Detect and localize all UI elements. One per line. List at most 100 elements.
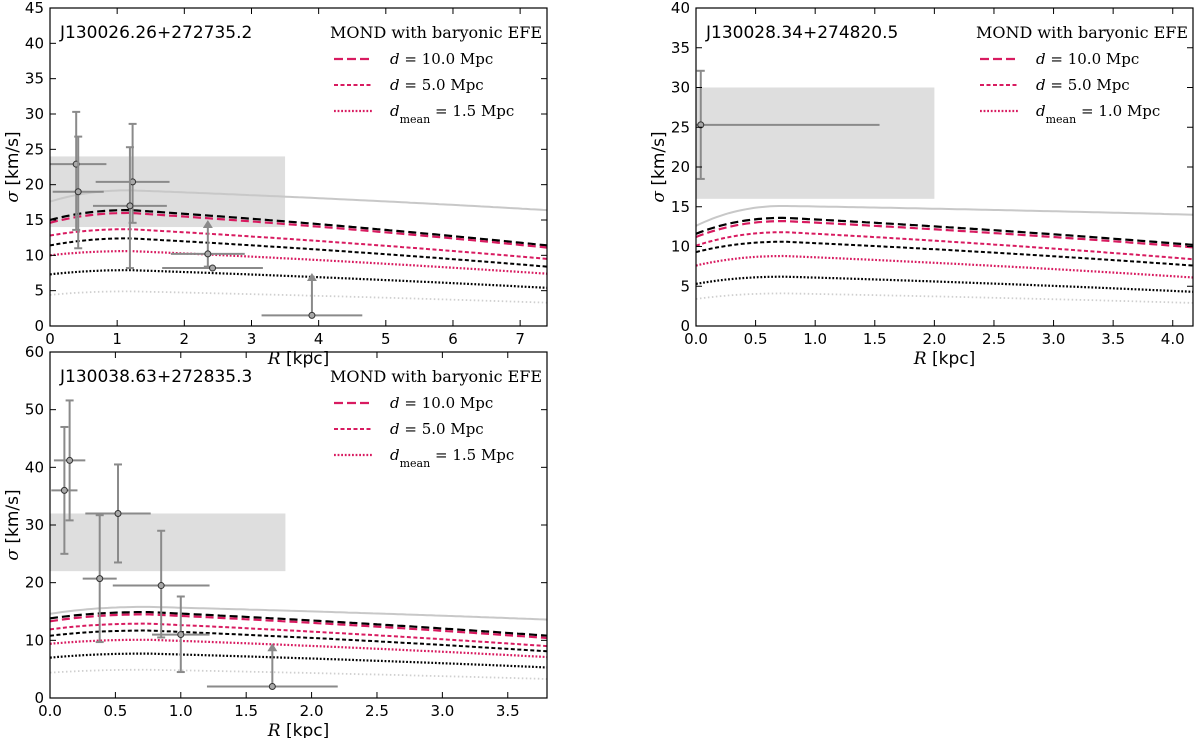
x-tick-label: 1.0 <box>803 330 827 348</box>
point-marker <box>204 250 212 258</box>
legend-subscript: mean <box>400 457 431 470</box>
data-point-2 <box>51 425 78 555</box>
point-marker <box>114 509 122 517</box>
curve-grey <box>696 205 1193 227</box>
curve-black-short <box>696 240 1193 267</box>
plot-area <box>696 69 1193 304</box>
data-point-4 <box>82 514 117 644</box>
legend-equals: = <box>430 446 452 464</box>
legend-equals: = <box>1076 102 1098 120</box>
x-axis-label: R [kpc] <box>913 349 975 369</box>
data-point-1 <box>696 69 880 180</box>
legend-distance: 10.0 <box>422 394 455 412</box>
point-marker <box>177 631 185 639</box>
x-tick-label: 3.0 <box>1042 330 1066 348</box>
legend-equals: = <box>400 420 422 438</box>
curve-black-short <box>50 629 547 653</box>
y-tick-label: 0 <box>34 689 44 707</box>
x-tick-label: 2.0 <box>300 702 324 720</box>
x-axis-unit: [kpc] <box>286 349 329 369</box>
point-marker <box>66 456 74 464</box>
point-marker <box>308 311 316 319</box>
legend-unit: Mpc <box>1122 102 1160 120</box>
y-tick-label: 20 <box>25 574 44 592</box>
legend-unit: Mpc <box>455 50 493 68</box>
legend-symbol: d <box>390 420 400 438</box>
chart-panel-3: 0.0 0.5 1.0 1.5 2.0 2.5 3.0 3.5 0 10 20 30 40 50 60 R [… <box>3 343 548 738</box>
legend-symbol: d <box>390 76 400 94</box>
limit-arrow-head <box>267 643 278 652</box>
x-tick-label: 2 <box>180 330 190 348</box>
y-tick-label: 30 <box>671 79 690 97</box>
x-tick-label: 0.5 <box>103 702 127 720</box>
legend-title: MOND with baryonic EFE <box>330 367 542 386</box>
y-tick-label: 45 <box>25 0 44 17</box>
legend-symbol: d <box>1036 50 1046 68</box>
legend-entry-1: d = 10.0 Mpc <box>1036 50 1139 68</box>
chart-title: J130028.34+274820.5 <box>705 23 898 43</box>
legend-entry-3: dmean = 1.5 Mpc <box>390 446 514 470</box>
x-tick-label: 1.5 <box>863 330 887 348</box>
x-tick-label: 1 <box>112 330 122 348</box>
x-tick-label: 3 <box>247 330 257 348</box>
legend-distance: 10.0 <box>422 50 455 68</box>
legend-title: MOND with baryonic EFE <box>330 23 542 42</box>
legend-entry-2: d = 5.0 Mpc <box>390 420 484 438</box>
x-axis-unit: [kpc] <box>932 349 975 369</box>
x-axis-symbol: R <box>913 349 927 369</box>
limit-arrow-head <box>306 273 317 281</box>
x-tick-label: 0.0 <box>684 330 708 348</box>
legend-unit: Mpc <box>446 76 484 94</box>
data-point-7 <box>261 273 363 319</box>
shaded-region <box>696 87 935 199</box>
curve-pink-dotted <box>50 638 547 659</box>
legend-distance: 1.0 <box>1098 102 1122 120</box>
legend-entry-2: d = 5.0 Mpc <box>390 76 484 94</box>
point-marker <box>74 188 82 196</box>
y-tick-label: 35 <box>671 39 690 57</box>
y-tick-label: 20 <box>671 158 690 176</box>
y-tick-label: 30 <box>25 516 44 534</box>
x-tick-label: 1.0 <box>169 702 193 720</box>
legend-equals: = <box>1046 50 1068 68</box>
y-tick-label: 40 <box>671 0 690 17</box>
y-tick-label: 5 <box>680 277 690 295</box>
legend-entry-1: d = 10.0 Mpc <box>390 394 493 412</box>
x-tick-label: 3.5 <box>496 702 520 720</box>
x-tick-label: 2.5 <box>365 702 389 720</box>
x-tick-label: 7 <box>515 330 525 348</box>
legend-symbol: d <box>390 394 400 412</box>
curve-black-short <box>50 237 547 268</box>
curve-pink-short <box>50 228 547 260</box>
limit-arrow-head <box>202 220 213 228</box>
legend-unit: Mpc <box>1092 76 1130 94</box>
x-tick-label: 2.0 <box>922 330 946 348</box>
legend-title: MOND with baryonic EFE <box>976 23 1188 42</box>
legend-distance: 1.5 <box>452 102 476 120</box>
legend-symbol: d <box>390 446 400 464</box>
x-axis-label: R [kpc] <box>267 721 329 738</box>
legend-distance: 1.5 <box>452 446 476 464</box>
legend-subscript: mean <box>400 113 431 126</box>
axes-frame <box>49 7 548 327</box>
y-axis-symbol: σ <box>3 191 23 203</box>
y-tick-label: 10 <box>25 246 44 264</box>
x-axis-unit: [kpc] <box>286 721 329 738</box>
curve-black-dotted <box>50 652 547 669</box>
x-tick-label: 4 <box>314 330 324 348</box>
y-tick-label: 40 <box>25 458 44 476</box>
chart-panel-2: 0.0 0.5 1.0 1.5 2.0 2.5 3.0 3.5 4.0 0 5 10 15 20 25 30 3… <box>649 0 1194 369</box>
data-point-6 <box>162 264 263 272</box>
legend-equals: = <box>400 50 422 68</box>
legend-symbol: d <box>1036 76 1046 94</box>
legend: MOND with baryonic EFE d = 10.0 Mpc d = 5.… <box>330 367 542 470</box>
curve-pink-short <box>50 622 547 648</box>
x-tick-label: 1.5 <box>234 702 258 720</box>
point-marker <box>209 264 217 272</box>
curve-black-long <box>50 611 547 637</box>
legend-equals: = <box>400 76 422 94</box>
legend-symbol: d <box>390 50 400 68</box>
chart-title: J130038.63+272835.3 <box>59 367 252 387</box>
